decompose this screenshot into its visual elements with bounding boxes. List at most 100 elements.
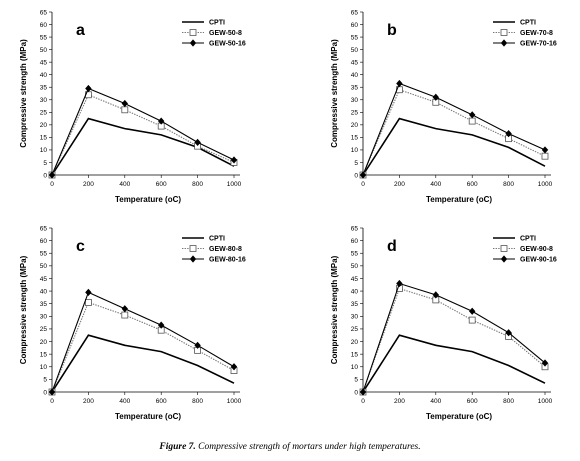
data-point-GEW-70-16 [469,111,476,119]
legend-label: CPTI [520,20,536,27]
y-tick-label: 60 [351,22,359,29]
y-tick-label: 15 [40,135,48,142]
data-point-GEW-50-8 [121,106,129,114]
series-line-GEW-80-16 [51,291,235,393]
y-tick-label: 15 [40,351,48,358]
y-tick-label: 25 [351,326,359,333]
data-point-GEW-70-16 [505,130,512,138]
y-axis-title: Compressive strength (MPa) [330,39,339,148]
legend-label: GEW-80-8 [209,246,242,253]
y-tick-label: 50 [351,47,359,54]
legend-label: GEW-90-16 [520,257,557,264]
data-point-GEW-90-16 [396,279,403,288]
figure-caption-label: Figure 7. [159,442,196,452]
x-tick-label: 1000 [538,181,553,188]
data-point-GEW-70-16 [396,79,403,88]
figure-caption: Figure 7. Compressive strength of mortar… [0,442,580,452]
y-tick-label: 65 [40,9,48,16]
x-tick-label: 600 [156,181,167,188]
legend-label: GEW-70-16 [520,41,557,48]
legend-entry-GEW-50-8: GEW-50-8 [182,29,242,37]
legend-entry-CPTI: CPTI [182,236,225,243]
legend-entry-GEW-90-8: GEW-90-8 [493,245,553,253]
series-GEW-80-8 [48,299,238,396]
y-tick-label: 60 [40,22,48,29]
series-GEW-70-16 [359,79,549,179]
series-line-GEW-50-16 [51,87,235,176]
data-point-GEW-50-16 [121,99,128,108]
series-line-CPTI [362,117,546,176]
x-axis-title: Temperature (oC) [115,195,181,204]
data-point-GEW-70-16 [541,146,549,154]
x-tick-label: 1000 [227,398,242,405]
y-tick-label: 0 [354,172,358,179]
x-tick-label: 0 [361,398,365,405]
legend-entry-GEW-80-8: GEW-80-8 [182,245,242,253]
y-tick-label: 25 [40,326,48,333]
legend-label: GEW-50-8 [209,30,242,37]
x-tick-label: 200 [394,181,405,188]
data-point-GEW-80-8 [85,299,92,306]
data-point-GEW-80-16 [230,363,238,371]
data-point-GEW-90-16 [359,388,367,396]
data-point-GEW-80-16 [158,321,165,329]
x-tick-label: 800 [192,398,203,405]
y-tick-label: 40 [351,288,359,295]
x-tick-label: 200 [83,181,94,188]
y-tick-label: 0 [43,172,47,179]
y-tick-label: 5 [43,377,47,384]
y-tick-label: 65 [351,225,359,232]
data-point-GEW-70-8 [468,117,476,125]
x-tick-label: 800 [503,181,514,188]
y-tick-label: 45 [351,59,359,66]
series-line-CPTI [362,334,546,393]
legend-label: CPTI [209,236,225,243]
y-tick-label: 15 [351,135,359,142]
panel-letter: b [387,22,397,39]
data-point-GEW-80-16 [85,288,92,296]
x-tick-label: 400 [430,181,441,188]
y-tick-label: 60 [351,238,359,245]
legend-label: GEW-70-8 [520,30,553,37]
y-tick-label: 10 [40,364,48,371]
x-tick-label: 400 [119,181,130,188]
series-GEW-50-16 [48,84,238,179]
y-tick-label: 55 [351,34,359,41]
y-tick-label: 35 [351,301,359,308]
y-tick-label: 50 [40,47,48,54]
series-line-GEW-50-8 [51,94,235,176]
legend-entry-CPTI: CPTI [493,20,536,27]
legend-marker [500,39,508,47]
y-axis-title: Compressive strength (MPa) [19,39,28,148]
legend-marker [500,255,508,263]
x-tick-label: 400 [430,398,441,405]
y-tick-label: 60 [40,238,48,245]
x-tick-label: 600 [467,181,478,188]
series-line-GEW-70-16 [362,82,546,176]
y-tick-label: 40 [40,72,48,79]
y-tick-label: 30 [40,97,48,104]
y-tick-label: 55 [40,34,48,41]
series-line-CPTI [51,117,235,176]
data-point-GEW-50-16 [158,117,165,125]
data-point-GEW-90-16 [432,291,439,299]
data-point-GEW-50-16 [48,171,56,179]
y-tick-label: 40 [40,288,48,295]
y-tick-label: 30 [351,97,359,104]
y-tick-label: 20 [351,122,359,129]
legend-label: CPTI [520,236,536,243]
y-tick-label: 30 [351,314,359,321]
figure-caption-text: Compressive strength of mortars under hi… [198,442,421,452]
x-tick-label: 600 [467,398,478,405]
x-tick-label: 1000 [227,181,242,188]
series-line-GEW-90-16 [362,282,546,393]
y-tick-label: 5 [354,160,358,167]
data-point-GEW-90-16 [505,329,512,337]
data-point-GEW-70-16 [359,171,367,179]
chart-panel-d: 0 5 10 15 20 25 30 35 40 45 50 55 60 65 0 200 400 600 800 1… [330,225,557,421]
legend-marker [189,255,197,263]
data-point-GEW-50-16 [194,138,201,146]
series-GEW-80-16 [48,288,238,396]
y-tick-label: 0 [354,389,358,396]
